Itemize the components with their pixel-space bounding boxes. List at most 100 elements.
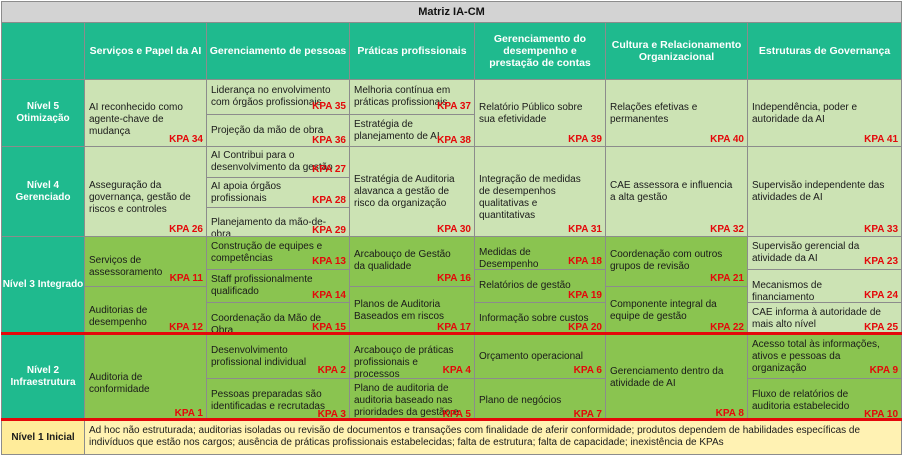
cell-n4-cultura: CAE assessora e influencia a alta gestão…: [605, 146, 748, 237]
kpa-block: Independência, poder e autoridade da AI K…: [749, 81, 901, 146]
kpa-label: KPA 28: [312, 195, 346, 206]
kpa-label: KPA 38: [437, 135, 471, 146]
cell-n3-governanca: Supervisão gerencial da atividade da AI K…: [746, 236, 902, 334]
kpa-block: Asseguração da governança, gestão de ris…: [86, 148, 206, 236]
kpa-label: KPA 12: [169, 322, 203, 333]
row-nivel-3: Nível 3 Integrado Serviços de assessoram…: [1, 236, 902, 334]
kpa-block: Supervisão gerencial da atividade da AI K…: [749, 238, 901, 270]
row-nivel-2: Nível 2 Infraestrutura Auditoria de conf…: [1, 332, 902, 420]
cell-n4-desempenho: Integração de medidas de desempenhos qua…: [474, 146, 606, 237]
level-1-description: Ad hoc não estruturada; auditorias isola…: [83, 418, 902, 455]
kpa-description: Arcabouço de Gestão da qualidade: [354, 249, 451, 273]
kpa-description: Planos de Auditoria Baseados em riscos: [354, 298, 445, 322]
matrix-title: Matriz IA-CM: [0, 1, 902, 23]
kpa-label: KPA 15: [312, 321, 346, 333]
level-2-label: Nível 2 Infraestrutura: [1, 332, 85, 420]
kpa-label: KPA 37: [437, 100, 471, 112]
kpa-block: Serviços de assessoramento KPA 11: [86, 238, 206, 286]
kpa-label: KPA 3: [317, 409, 346, 420]
kpa-label: KPA 36: [312, 135, 346, 146]
kpa-label: KPA 7: [573, 409, 602, 420]
kpa-label: KPA 19: [568, 289, 602, 301]
kpa-block: Plano de auditoria de auditoria baseado …: [350, 378, 474, 420]
kpa-description: AI reconhecido como agente-chave de muda…: [89, 101, 183, 137]
cell-n5-governanca: Independência, poder e autoridade da AI K…: [746, 79, 902, 147]
kpa-block: Melhoria contínua em práticas profission…: [351, 81, 474, 114]
kpa-block: AI Contribui para o desenvolvimento da g…: [208, 148, 349, 178]
kpa-block: Relações efetivas e permanentes KPA 40: [607, 81, 747, 146]
kpa-description: Arcabouço de práticas profissionais e pr…: [354, 344, 454, 380]
row-nivel-4: Nível 4 Gerenciado Asseguração da govern…: [1, 146, 902, 237]
cell-n5-pessoas: Liderança no envolvimento com órgãos pro…: [206, 79, 350, 147]
kpa-label: KPA 10: [864, 409, 899, 420]
kpa-label: KPA 9: [869, 365, 899, 376]
kpa-block: Staff profissionalmente qualificado KPA 1…: [207, 269, 349, 302]
kpa-block: Integração de medidas de desempenhos qua…: [476, 148, 605, 236]
kpa-label: KPA 35: [312, 100, 346, 112]
kpa-description: Acesso total às informações, ativos e pe…: [752, 338, 880, 374]
kpa-description: Serviços de assessoramento: [89, 255, 163, 279]
kpa-block: Liderança no envolvimento com órgãos pro…: [208, 81, 349, 114]
kpa-label: KPA 24: [864, 289, 899, 301]
kpa-description: Liderança no envolvimento com órgãos pro…: [211, 84, 331, 108]
kpa-label: KPA 18: [568, 256, 602, 268]
kpa-label: KPA 1: [174, 408, 203, 419]
kpa-description: Melhoria contínua em práticas profission…: [354, 84, 451, 108]
kpa-block: Fluxo de relatórios de auditoria estabel…: [748, 378, 901, 420]
level-1-label: Nível 1 Inicial: [1, 418, 85, 455]
kpa-label: KPA 2: [317, 365, 346, 376]
cell-n5-cultura: Relações efetivas e permanentes KPA 40: [605, 79, 748, 147]
kpa-description: Auditoria de conformidade: [89, 372, 150, 395]
kpa-block: Arcabouço de práticas profissionais e pr…: [351, 337, 474, 380]
kpa-description: Supervisão independente das atividades d…: [752, 180, 885, 203]
kpa-description: Gerenciamento dentro da atividade de AI: [610, 366, 724, 389]
kpa-description: Plano de negócios: [479, 394, 562, 406]
cell-n3-desempenho: Medidas de Desempenho KPA 18 Relatórios de…: [474, 236, 606, 334]
cell-n2-governanca: Acesso total às informações, ativos e pe…: [746, 332, 902, 420]
kpa-block: Informação sobre custos KPA 20: [475, 301, 605, 333]
kpa-block: Desenvolvimento profissional individual K…: [208, 337, 349, 379]
kpa-label: KPA 25: [864, 321, 899, 333]
kpa-block: Projeção da mão de obra KPA 36: [207, 113, 349, 146]
kpa-block: Orçamento operacional KPA 6: [476, 337, 605, 379]
cell-n2-cultura: Gerenciamento dentro da atividade de AI K…: [605, 332, 748, 420]
kpa-block: Construção de equipes e competências KPA …: [208, 238, 349, 270]
kpa-description: Plano de auditoria de auditoria baseado …: [354, 382, 459, 418]
kpa-description: Staff profissionalmente qualificado: [211, 274, 313, 298]
kpa-label: KPA 16: [437, 272, 471, 284]
kpa-description: Relatórios de gestão: [479, 280, 571, 292]
kpa-label: KPA 5: [442, 409, 471, 420]
kpa-block: Plano de negócios KPA 7: [475, 378, 605, 420]
kpa-block: AI apoia órgãos profissionais KPA 28: [207, 177, 349, 208]
kpa-description: Informação sobre custos: [479, 312, 589, 324]
kpa-description: Componente integral da equipe de gestão: [610, 298, 717, 322]
row-nivel-5: Nível 5 Otimização AI reconhecido como a…: [1, 79, 902, 147]
cell-n4-praticas: Estratégia de Auditoria alavanca a gestã…: [349, 146, 475, 237]
kpa-description: Mecanismos de financiamento: [752, 280, 823, 304]
kpa-label: KPA 4: [442, 365, 471, 376]
kpa-label: KPA 33: [864, 224, 899, 235]
kpa-description: Relatório Público sobre sua efetividade: [479, 101, 583, 125]
kpa-block: Supervisão independente das atividades d…: [749, 148, 901, 236]
level-5-label: Nível 5 Otimização: [1, 79, 85, 147]
kpa-description: Coordenação com outros grupos de revisão: [610, 249, 723, 273]
kpa-description: Desenvolvimento profissional individual: [211, 344, 307, 368]
kpa-label: KPA 22: [710, 322, 744, 333]
kpa-block: Mecanismos de financiamento KPA 24: [748, 269, 901, 304]
kpa-label: KPA 13: [312, 256, 346, 268]
kpa-label: KPA 27: [312, 164, 346, 175]
cell-n2-pessoas: Desenvolvimento profissional individual K…: [206, 332, 350, 420]
kpa-description: Planejamento da mão-de-obra: [211, 217, 327, 237]
kpa-label: KPA 41: [864, 134, 899, 145]
kpa-label: KPA 17: [437, 322, 471, 333]
kpa-block: CAE informa à autoridade de mais alto ní…: [748, 301, 901, 333]
column-header-praticas: Práticas profissionais: [349, 22, 475, 80]
kpa-label: KPA 6: [573, 365, 602, 376]
kpa-block: Pessoas preparadas são identificadas e r…: [207, 378, 349, 420]
kpa-label: KPA 11: [169, 272, 203, 284]
cell-n2-desempenho: Orçamento operacional KPA 6 Plano de negóc…: [474, 332, 606, 420]
kpa-label: KPA 30: [437, 224, 471, 235]
kpa-description: AI Contribui para o desenvolvimento da g…: [211, 150, 333, 173]
kpa-block: Auditorias de desempenho KPA 12: [85, 285, 206, 333]
cell-n5-desempenho: Relatório Público sobre sua efetividade K…: [474, 79, 606, 147]
